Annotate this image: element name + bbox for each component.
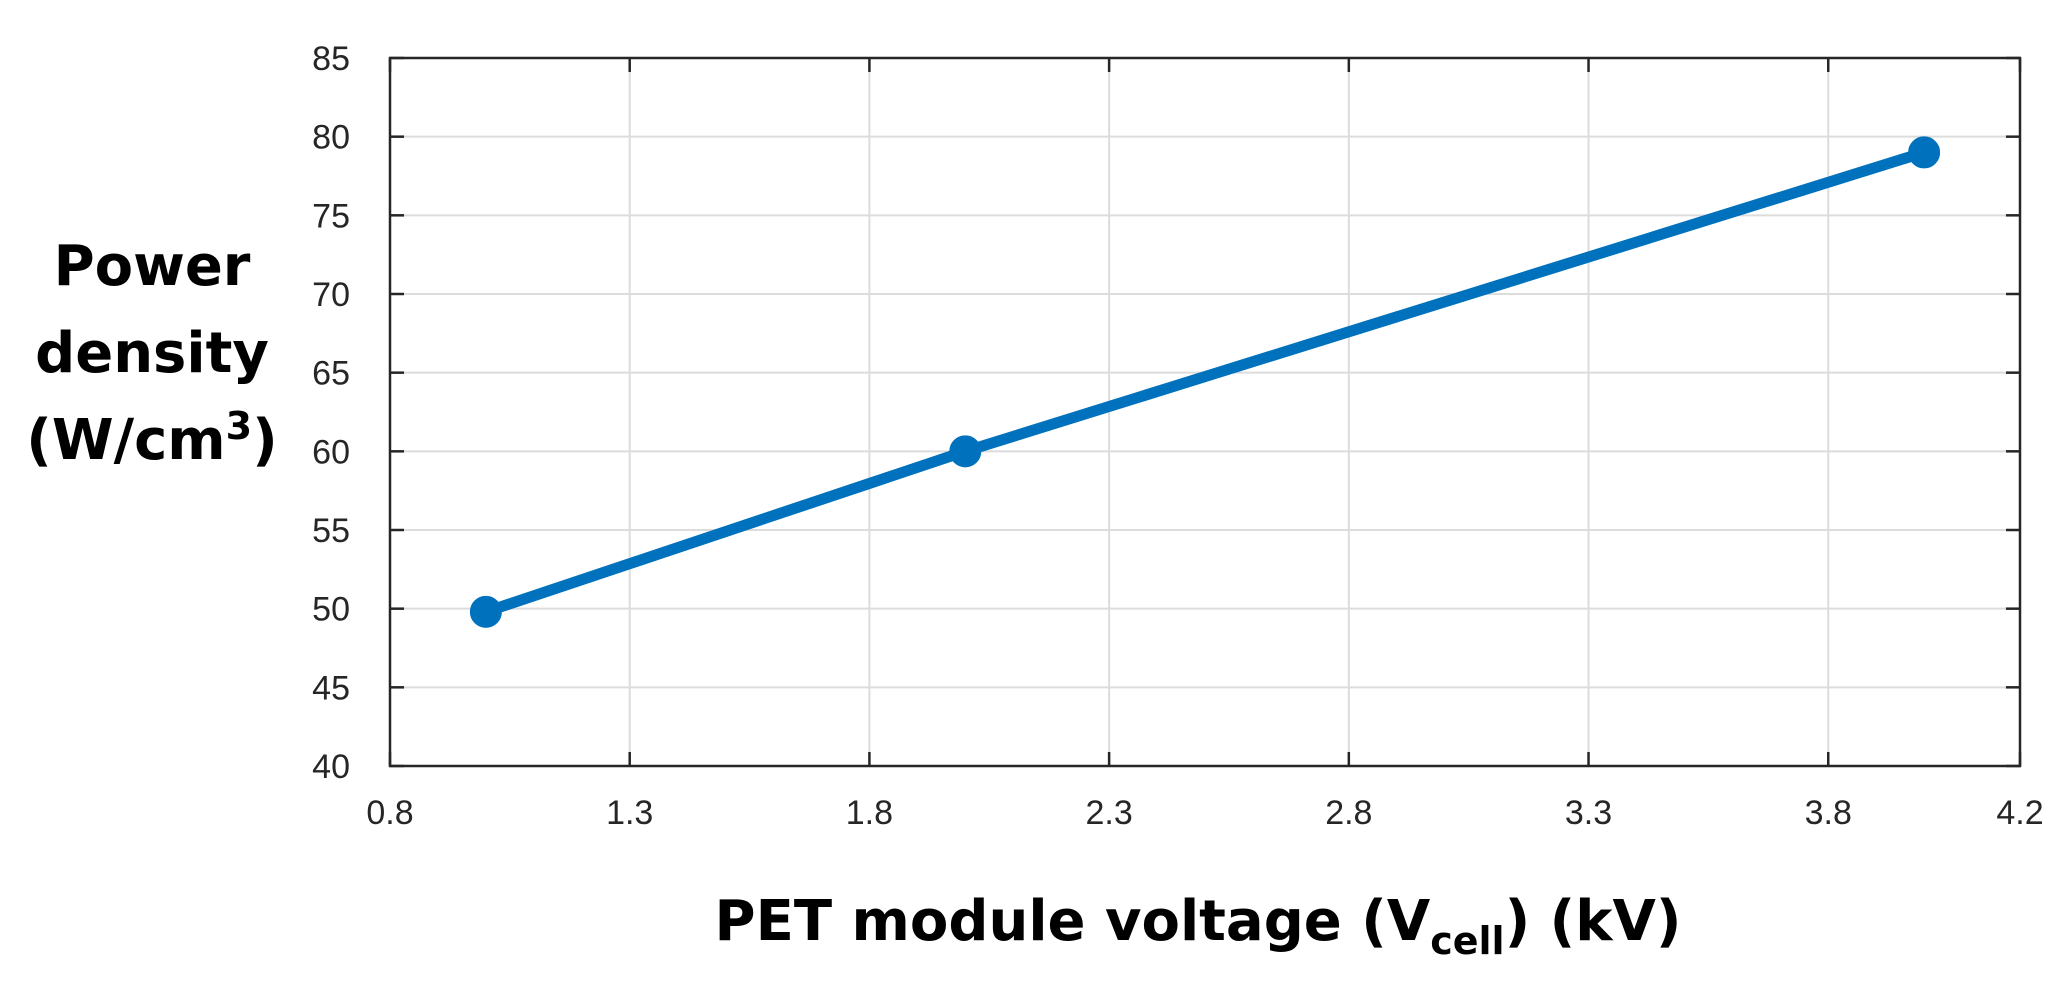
data-point <box>469 595 502 628</box>
x-axis-title-main: PET module voltage (V <box>715 889 1431 954</box>
x-tick-label: 3.8 <box>1805 794 1852 832</box>
y-tick-label: 70 <box>312 276 350 314</box>
y-axis-title-line3: (W/cm3) <box>26 404 277 473</box>
x-tick-label: 0.8 <box>366 794 413 832</box>
data-point <box>949 435 982 468</box>
x-tick-label: 2.8 <box>1325 794 1372 832</box>
y-tick-label: 45 <box>312 669 350 707</box>
x-tick-label: 1.8 <box>846 794 893 832</box>
y-tick-label: 55 <box>312 512 350 550</box>
x-tick-label: 3.3 <box>1565 794 1612 832</box>
y-tick-label: 80 <box>312 119 350 157</box>
y-tick-label: 75 <box>312 197 350 235</box>
x-axis-title: PET module voltage (Vcell) (kV) <box>715 889 1682 963</box>
data-series <box>469 136 1941 628</box>
y-tick-label: 60 <box>312 433 350 471</box>
y-axis-title-line2: density <box>35 321 269 386</box>
grid-lines <box>389 57 2021 767</box>
y-axis-title-line3-sup: 3 <box>226 404 252 448</box>
y-tick-label: 40 <box>312 748 350 786</box>
series-line <box>480 146 1930 618</box>
y-tick-label: 50 <box>312 591 350 629</box>
x-tick-label: 2.3 <box>1085 794 1132 832</box>
x-tick-label: 4.2 <box>1996 794 2043 832</box>
axis-ticks <box>388 56 2022 768</box>
y-tick-label: 85 <box>312 40 350 78</box>
y-axis-title: Power density (W/cm3) <box>26 234 277 473</box>
plot-area-frame <box>388 56 2022 768</box>
y-tick-labels: 40 45 50 55 60 65 70 75 80 85 <box>312 40 350 786</box>
y-tick-label: 65 <box>312 355 350 393</box>
y-axis-title-line3-tail: ) <box>252 408 278 473</box>
y-axis-title-line3-main: (W/cm <box>26 408 225 473</box>
x-axis-title-tail: ) (kV) <box>1505 889 1682 954</box>
x-tick-label: 1.3 <box>606 794 653 832</box>
x-axis-title-subscript: cell <box>1430 919 1504 963</box>
x-tick-labels: 0.8 1.3 1.8 2.3 2.8 3.3 3.8 4.2 <box>366 794 2043 832</box>
data-point <box>1908 136 1941 169</box>
y-axis-title-line1: Power <box>54 234 251 299</box>
